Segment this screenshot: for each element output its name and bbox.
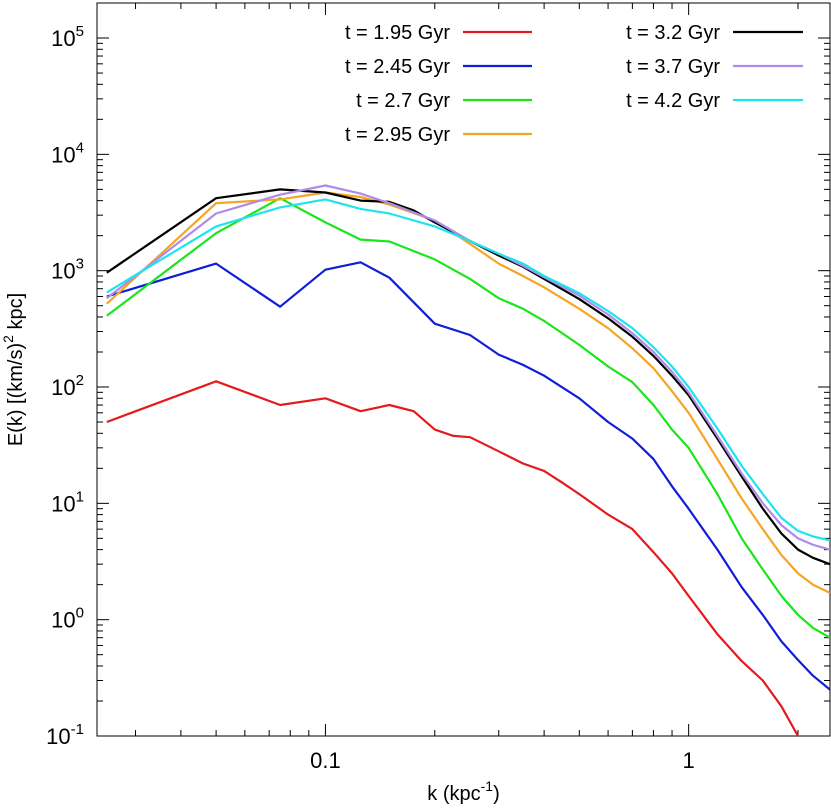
y-tick-label: 105 [51, 23, 84, 51]
x-axis: 0.1 1 [135, 3, 799, 773]
legend-label: t = 1.95 Gyr [345, 22, 450, 44]
series-line-7 [106, 198, 830, 542]
y-tick-label: 100 [51, 605, 84, 633]
series-line-1 [106, 380, 800, 736]
series-line-5 [106, 188, 830, 566]
series-line-2 [106, 261, 830, 691]
legend-label: t = 2.95 Gyr [345, 124, 450, 146]
x-tick-label: 0.1 [310, 748, 341, 773]
series-line-3 [106, 197, 830, 639]
x-axis-title: k (kpc-1) [427, 778, 499, 805]
series-line-6 [106, 184, 830, 551]
plot-frame [96, 2, 831, 737]
legend-label: t = 4.2 Gyr [626, 90, 720, 112]
y-tick-label: 101 [51, 488, 84, 516]
y-tick-label: 102 [51, 372, 84, 400]
series-line-4 [106, 191, 830, 594]
x-tick-label: 1 [683, 748, 695, 773]
plot-border [96, 2, 831, 737]
legend-label: t = 2.45 Gyr [345, 56, 450, 78]
y-axis-title: E(k) [(km/s)2 kpc] [0, 293, 27, 446]
legend: t = 1.95 Gyr t = 2.45 Gyr t = 2.7 Gyr t = 2… [345, 22, 803, 146]
legend-label: t = 2.7 Gyr [356, 90, 450, 112]
y-tick-label: 10-1 [46, 721, 84, 749]
y-tick-label: 103 [51, 256, 84, 284]
legend-label: t = 3.2 Gyr [626, 22, 720, 44]
series-lines [106, 184, 830, 736]
y-tick-label: 104 [51, 139, 84, 167]
y-axis: 10-1 100 101 102 103 104 105 [46, 2, 830, 749]
legend-label: t = 3.7 Gyr [626, 56, 720, 78]
